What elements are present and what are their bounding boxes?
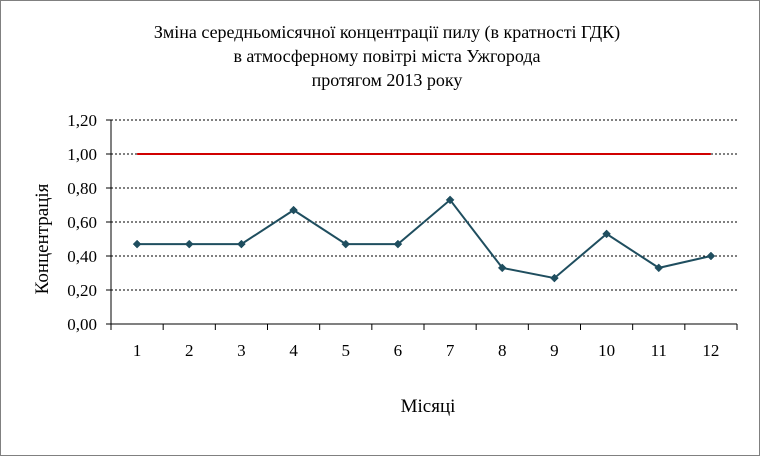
series-lines [137, 153, 712, 280]
title-line-2: в атмосферному повітрі міста Ужгорода [233, 46, 540, 66]
title-line-3: протягом 2013 року [312, 70, 463, 90]
y-tick-label: 0,60 [67, 213, 97, 232]
x-tick-label: 2 [185, 341, 194, 360]
y-tick-label: 0,40 [67, 247, 97, 266]
y-tick-labels: 0,00 0,20 0,40 0,60 0,80 1,00 1,20 [67, 111, 97, 334]
gridlines [111, 119, 737, 291]
y-axis-title: Концентрація [32, 183, 53, 294]
data-point-marker [497, 263, 507, 273]
data-point-marker [341, 239, 351, 249]
x-tick-label: 8 [498, 341, 507, 360]
x-tick-label: 6 [394, 341, 403, 360]
x-tick-label: 1 [133, 341, 142, 360]
y-tick-label: 0,80 [67, 179, 97, 198]
x-tick-label: 9 [550, 341, 559, 360]
concentration-series-line [137, 198, 712, 280]
x-tick-label: 3 [237, 341, 246, 360]
x-tick-label: 12 [702, 341, 719, 360]
data-point-marker [654, 263, 664, 273]
x-tick-label: 7 [446, 341, 455, 360]
y-tick-label: 0,00 [67, 315, 97, 334]
x-tick-labels: 1 2 3 4 5 6 7 8 9 10 11 12 [133, 341, 720, 360]
chart-title: Зміна середньомісячної концентрації пилу… [154, 22, 620, 90]
x-tick-label: 11 [651, 341, 667, 360]
y-tick-label: 1,00 [67, 145, 97, 164]
x-tick-label: 10 [598, 341, 615, 360]
y-tick-label: 1,20 [67, 111, 97, 130]
series-markers [132, 195, 716, 283]
data-point-marker [550, 273, 559, 283]
x-axis-title: Місяці [401, 396, 456, 417]
data-point-marker [706, 251, 716, 261]
data-point-marker [184, 239, 194, 249]
title-line-1: Зміна середньомісячної концентрації пилу… [154, 22, 620, 43]
data-point-marker [393, 239, 403, 249]
data-point-marker [132, 239, 142, 249]
y-tick-label: 0,20 [67, 281, 97, 300]
data-point-marker [237, 239, 246, 249]
data-point-marker [445, 195, 455, 205]
data-point-marker [289, 205, 298, 215]
x-tick-label: 4 [289, 341, 298, 360]
axes [106, 119, 738, 330]
data-point-marker [602, 229, 611, 239]
x-tick-label: 5 [342, 341, 351, 360]
